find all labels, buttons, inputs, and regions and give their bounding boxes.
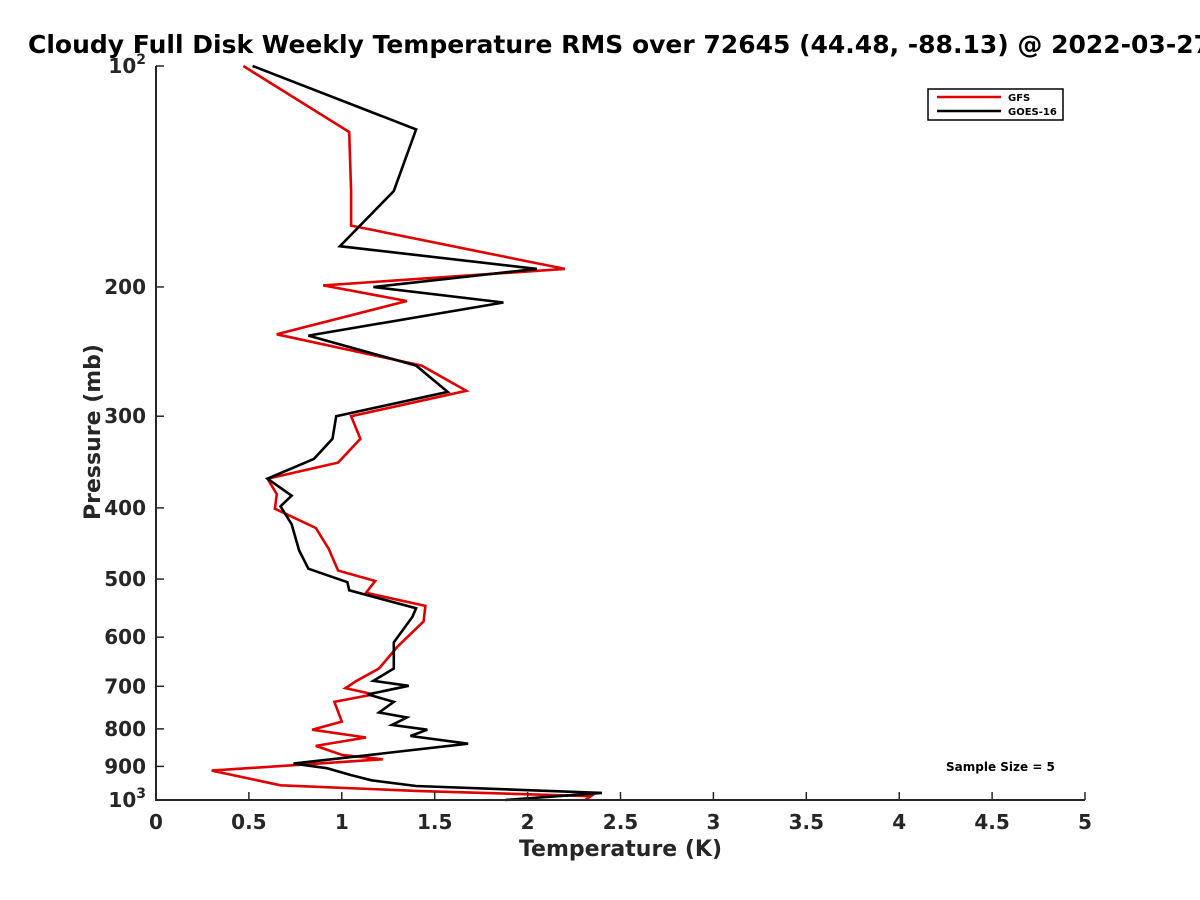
x-tick-label: 0.5 <box>231 810 266 834</box>
legend-box <box>927 88 1064 121</box>
y-tick-exponent: 2 <box>136 52 146 68</box>
x-tick-label: 0 <box>149 810 163 834</box>
y-tick-label: 600 <box>104 625 146 649</box>
sample-size-annotation: Sample Size = 5 <box>946 760 1055 774</box>
chart-title: Cloudy Full Disk Weekly Temperature RMS … <box>28 30 1200 59</box>
y-tick-base: 10 <box>108 788 136 812</box>
x-tick-label: 2.5 <box>603 810 638 834</box>
y-tick-label: 102 <box>108 52 146 78</box>
y-tick-label: 700 <box>104 674 146 698</box>
y-tick-label: 103 <box>108 786 146 812</box>
y-tick-label: 300 <box>104 404 146 428</box>
x-tick-label: 5 <box>1078 810 1092 834</box>
y-axis-label: Pressure (mb) <box>81 344 106 520</box>
y-tick-exponent: 3 <box>136 786 146 802</box>
legend-label: GFS <box>1008 93 1030 104</box>
legend: GFS GOES-16 <box>927 88 1064 121</box>
y-tick-base: 10 <box>108 54 136 78</box>
series-line-goes-16 <box>252 64 602 802</box>
x-tick-label: 3 <box>706 810 720 834</box>
series-line-gfs <box>211 64 595 802</box>
y-tick-label: 900 <box>104 754 146 778</box>
x-tick-label: 4 <box>892 810 906 834</box>
x-tick-label: 3.5 <box>789 810 824 834</box>
x-tick-label: 2 <box>521 810 535 834</box>
x-tick-label: 1 <box>335 810 349 834</box>
y-tick-label: 800 <box>104 717 146 741</box>
plot-layer <box>211 64 602 802</box>
y-tick-label: 400 <box>104 496 146 520</box>
x-tick-label: 1.5 <box>417 810 452 834</box>
x-axis-ticks: 0 0.5 1 1.5 2 2.5 3 3.5 4 4.5 5 <box>149 792 1092 834</box>
x-axis-label: Temperature (K) <box>519 837 722 862</box>
y-tick-label: 500 <box>104 567 146 591</box>
x-tick-label: 4.5 <box>974 810 1009 834</box>
legend-label: GOES-16 <box>1008 107 1057 118</box>
y-tick-label: 200 <box>104 275 146 299</box>
